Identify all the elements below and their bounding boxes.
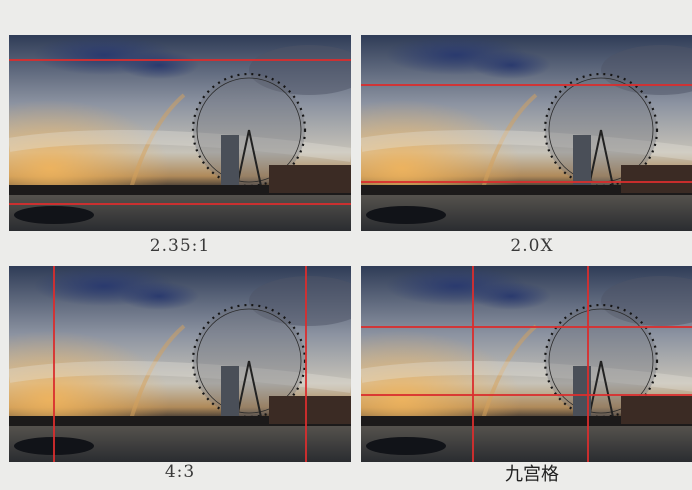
guide-line-bottom	[361, 181, 692, 183]
guide-line-left	[53, 266, 55, 462]
london-eye-photo	[361, 35, 692, 231]
grid-line-v1	[472, 266, 474, 462]
london-eye-photo	[9, 35, 351, 231]
guide-line-bottom	[9, 203, 351, 205]
photo-panel-2-0x	[361, 35, 692, 231]
guide-line-top	[9, 59, 351, 61]
caption-4-3: 4:3	[164, 462, 196, 482]
grid-line-h2	[361, 394, 692, 396]
grid-line-v2	[587, 266, 589, 462]
caption-2-35: 2.35:1	[149, 236, 211, 256]
photo-panel-4-3	[9, 266, 351, 462]
photo-panel-2-35	[9, 35, 351, 231]
caption-grid: 九宫格	[505, 464, 559, 485]
grid-line-h1	[361, 326, 692, 328]
caption-2-0x: 2.0X	[510, 236, 554, 256]
guide-line-top	[361, 84, 692, 86]
london-eye-photo	[9, 266, 351, 462]
london-eye-photo	[361, 266, 692, 462]
guide-line-right	[305, 266, 307, 462]
photo-panel-grid	[361, 266, 692, 462]
